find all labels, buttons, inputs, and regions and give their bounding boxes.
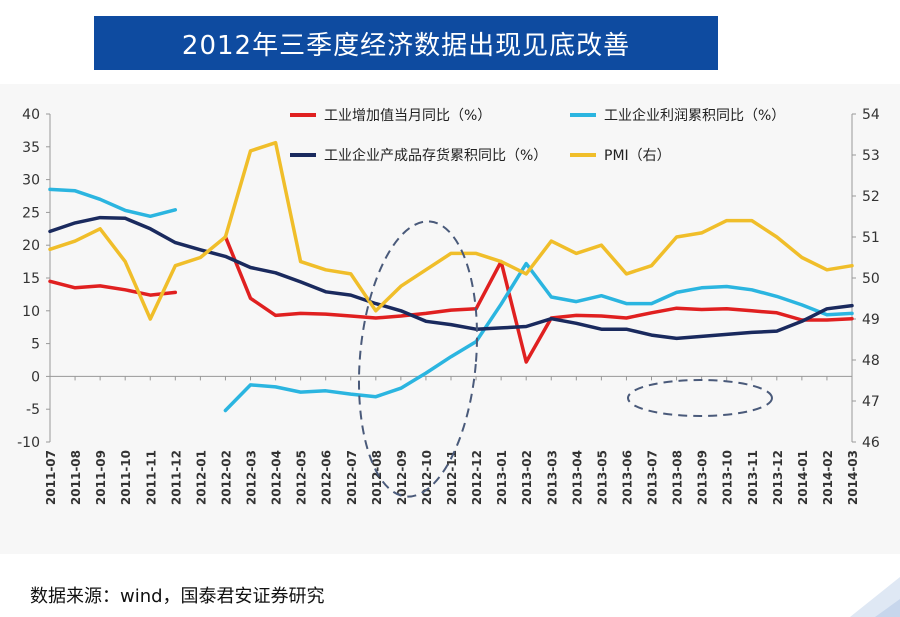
x-tick-label: 2013-03 (545, 450, 559, 505)
legend-label: PMI（右） (604, 148, 671, 164)
x-tick-label: 2012-02 (219, 450, 233, 505)
right-tick-label: 48 (862, 353, 880, 369)
left-tick-label: -5 (26, 402, 40, 418)
left-tick-label: 10 (22, 304, 40, 320)
series-line-3 (48, 215, 854, 341)
x-tick-label: 2011-08 (69, 450, 83, 505)
x-tick-label: 2012-05 (295, 450, 309, 505)
corner-decoration (850, 577, 900, 617)
x-tick-label: 2013-08 (671, 450, 685, 505)
x-tick-label: 2013-05 (595, 450, 609, 505)
left-tick-label: 40 (22, 107, 40, 123)
x-tick-label: 2012-09 (395, 450, 409, 505)
x-tick-label: 2013-10 (721, 450, 735, 505)
right-tick-label: 47 (862, 394, 880, 410)
x-tick-label: 2014-02 (821, 450, 835, 505)
x-tick-label: 2011-12 (169, 450, 183, 505)
x-tick-label: 2011-10 (119, 450, 133, 505)
right-tick-label: 53 (862, 148, 880, 164)
left-tick-label: 15 (22, 271, 40, 287)
right-tick-label: 50 (862, 271, 880, 287)
x-tick-label: 2012-01 (194, 450, 208, 505)
x-tick-label: 2011-09 (94, 450, 108, 505)
page-title: 2012年三季度经济数据出现见底改善 (94, 16, 718, 70)
x-tick-label: 2013-01 (495, 450, 509, 505)
left-tick-label: 35 (22, 140, 40, 156)
x-tick-label: 2013-04 (570, 450, 584, 505)
right-tick-label: 49 (862, 312, 880, 328)
x-tick-label: 2013-09 (696, 450, 710, 505)
chart-area: -10 -5 0 5 10 15 20 25 30 35 40 46 47 48 49 50 51 52 53 54 2… (0, 84, 900, 554)
right-tick-label: 54 (862, 107, 880, 123)
legend-label: 工业企业利润累积同比（%） (604, 107, 785, 124)
x-tick-label: 2013-11 (746, 450, 760, 505)
x-tick-label: 2012-10 (420, 450, 434, 505)
x-tick-label: 2013-07 (646, 450, 660, 505)
left-tick-label: -10 (17, 435, 40, 451)
x-tick-label: 2012-12 (470, 450, 484, 505)
series-line-2 (48, 187, 854, 413)
x-tick-label: 2012-11 (445, 450, 459, 505)
x-tick-label: 2011-11 (144, 450, 158, 505)
left-tick-label: 20 (22, 238, 40, 254)
right-tick-label: 52 (862, 189, 880, 205)
trough-annotation-ellipse (357, 220, 479, 498)
x-tick-label: 2012-08 (370, 450, 384, 505)
source-note: 数据来源：wind，国泰君安证券研究 (30, 586, 325, 607)
left-tick-label: 0 (31, 369, 40, 385)
left-tick-label: 5 (31, 337, 40, 353)
legend-label: 工业增加值当月同比（%） (324, 108, 491, 124)
x-tick-label: 2013-02 (520, 450, 534, 505)
x-tick-label: 2012-07 (345, 450, 359, 505)
x-tick-label: 2014-03 (846, 450, 860, 505)
inventory-annotation-ellipse (627, 379, 773, 417)
x-tick-label: 2014-01 (796, 450, 810, 505)
x-tick-label: 2012-03 (245, 450, 259, 505)
series-line-1 (48, 234, 854, 364)
left-tick-label: 30 (22, 173, 40, 189)
x-tick-label: 2012-04 (270, 450, 284, 505)
series-line-4 (48, 140, 854, 321)
x-tick-label: 2013-06 (620, 450, 634, 505)
left-tick-label: 25 (22, 205, 40, 221)
right-tick-label: 51 (862, 230, 880, 246)
legend-label: 工业企业产成品存货累积同比（%） (324, 147, 547, 164)
line-chart: -10 -5 0 5 10 15 20 25 30 35 40 46 47 48 49 50 51 52 53 54 2… (17, 107, 880, 505)
x-tick-label: 2011-07 (44, 450, 58, 505)
x-tick-label: 2012-06 (320, 450, 334, 505)
x-tick-label: 2013-12 (771, 450, 785, 505)
right-tick-label: 46 (862, 435, 880, 451)
